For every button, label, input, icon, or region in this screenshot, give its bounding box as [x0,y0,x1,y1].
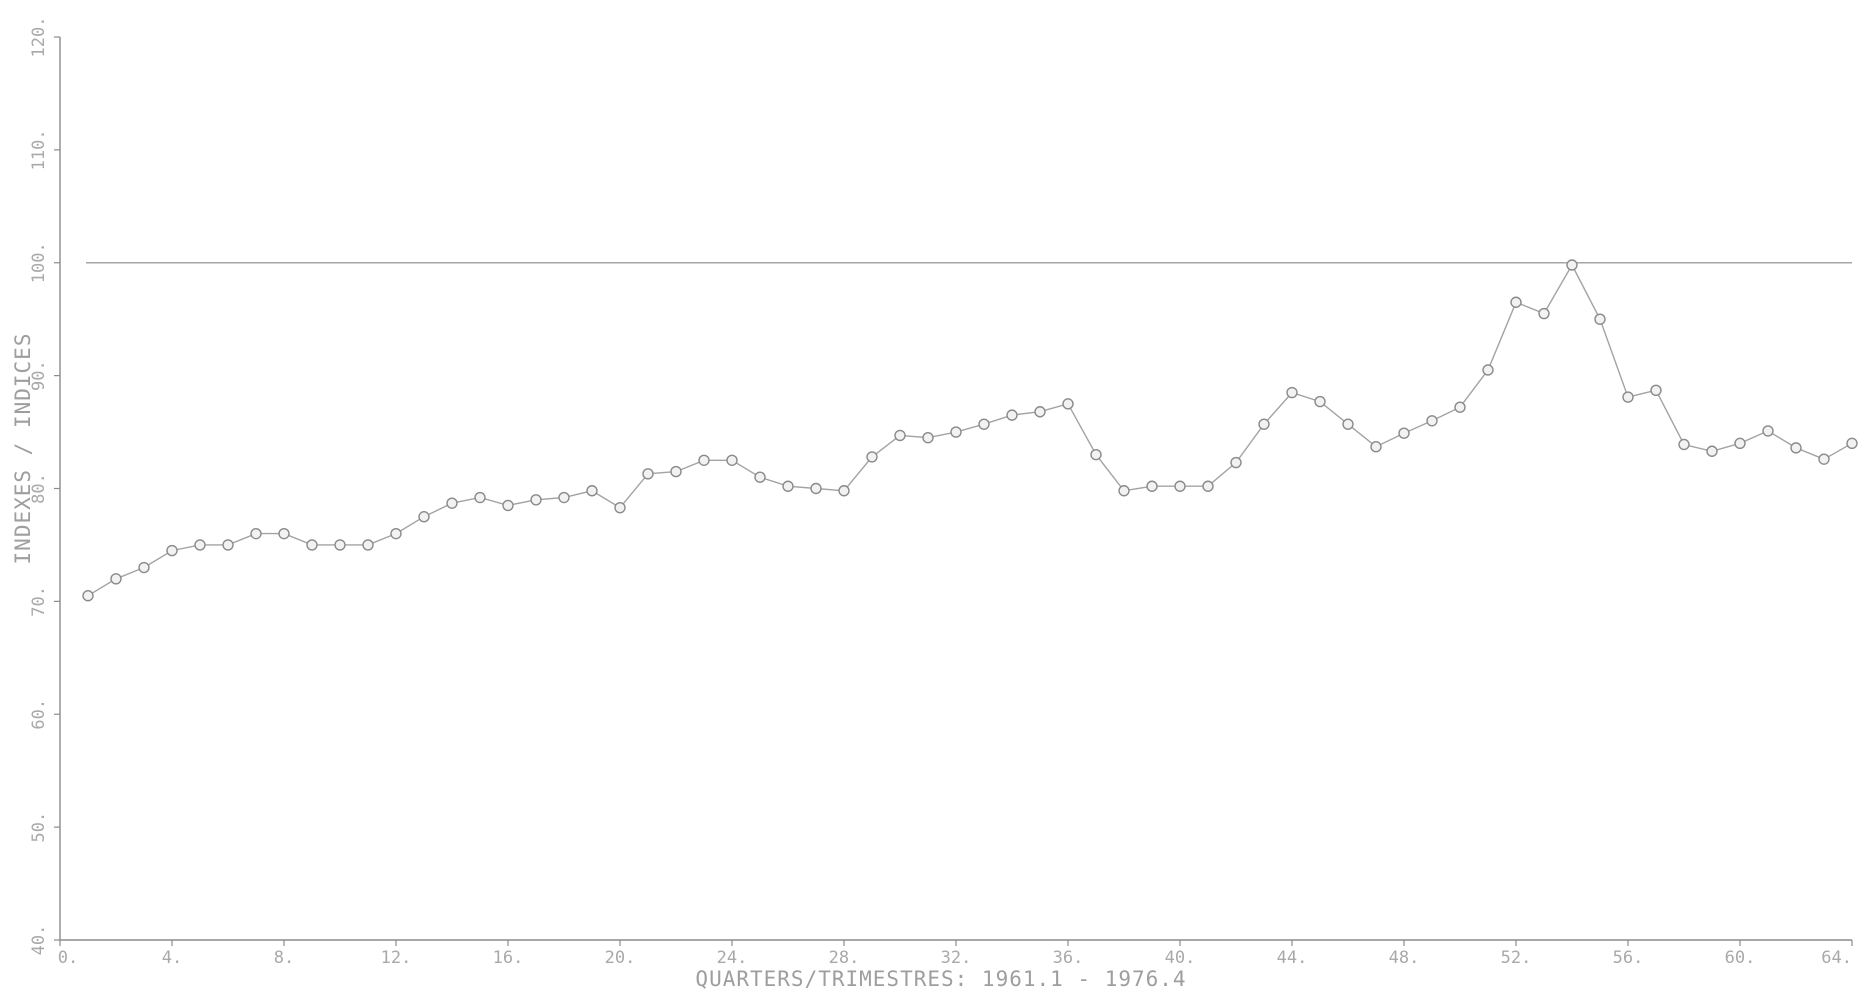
data-point [1034,406,1046,418]
data-point [502,499,514,512]
data-point [1146,480,1158,492]
data-point [1258,418,1270,430]
data-point [1454,401,1466,413]
data-point [1538,307,1550,320]
y-tick-label: 50. [29,812,49,843]
y-tick-label: 40. [29,925,49,956]
y-tick-label: 80. [29,473,49,504]
data-point [698,454,710,466]
data-point [306,539,318,551]
y-tick-label: 90. [29,360,49,391]
y-tick-label: 60. [29,699,49,730]
data-point [530,494,542,506]
x-tick-label: 44. [1277,948,1308,968]
data-point [810,482,822,495]
data-point [866,451,878,463]
data-point [110,573,122,585]
data-point [1202,480,1214,492]
data-point [166,544,178,557]
x-tick-label: 20. [605,948,636,968]
x-tick-label: 32. [941,948,972,968]
data-point [1230,456,1242,469]
x-tick-label: 8. [274,948,294,968]
data-point [838,485,850,497]
x-tick-label: 0. [58,948,78,968]
data-point [1846,437,1858,450]
data-point [782,480,794,492]
data-point [1090,448,1102,461]
data-point [922,432,934,444]
x-axis-title: QUARTERS/TRIMESTRES: 1961.1 - 1976.4 [695,967,1186,991]
data-point [614,501,626,514]
x-tick-label: 60. [1725,948,1756,968]
x-tick-label: 4. [162,948,182,968]
data-point [1398,427,1410,439]
data-point [1678,438,1690,451]
data-point [726,454,738,466]
x-tick-label: 16. [493,948,524,968]
data-point [642,468,654,480]
x-tick-label: 64. [1821,948,1852,968]
y-tick-label: 70. [29,586,49,617]
data-point [278,527,290,540]
data-point [1426,415,1438,427]
x-tick-label: 36. [1053,948,1084,968]
series-line [87,263,1853,597]
x-tick-label: 56. [1613,948,1644,968]
x-tick-label: 52. [1501,948,1532,968]
data-point [1510,296,1522,308]
data-point [1650,384,1662,396]
data-point [1370,441,1382,453]
data-point [222,539,234,551]
data-point [82,590,94,602]
data-point [1314,395,1326,408]
data-point [670,465,682,478]
data-point [1118,485,1130,497]
x-tick-label: 24. [717,948,748,968]
data-point [1062,398,1074,410]
data-point [446,497,458,509]
y-tick-label: 100. [29,242,49,283]
data-point [950,426,962,438]
y-axis-ticks: 40. 50. 60. 70. 80. 90. 100. 110. 120. [29,17,60,956]
data-point [194,539,206,551]
data-point [894,429,906,442]
data-point [1818,453,1830,465]
data-point [1706,445,1718,457]
data-point [1566,259,1578,271]
data-point [1006,409,1018,421]
data-point [1342,418,1354,430]
x-tick-label: 12. [381,948,412,968]
data-point [390,527,402,540]
data-point [978,418,990,430]
y-axis-title: INDEXES / INDICES [11,333,35,565]
data-point [1734,437,1746,450]
data-point [1622,391,1634,403]
data-point [1762,425,1774,437]
x-tick-label: 48. [1389,948,1420,968]
y-tick-label: 110. [29,129,49,170]
data-point [558,491,570,504]
data-point [334,539,346,551]
x-tick-label: 28. [829,948,860,968]
data-point [474,491,486,504]
data-point [1594,313,1606,325]
data-point [418,511,430,523]
y-tick-label: 120. [29,17,49,58]
x-axis-ticks: 0. 4. 8. 12. 16. 20. 24. 28. 32. 36. 40. 44. 48. 52. 5… [58,940,1853,968]
data-point [1286,386,1298,399]
data-point [250,527,262,540]
data-point [362,539,374,551]
data-point [586,485,598,497]
data-point [1174,480,1186,492]
data-point [1482,364,1494,376]
x-tick-label: 40. [1165,948,1196,968]
data-point [754,471,766,483]
data-point [1790,442,1802,454]
data-points [82,259,1858,602]
data-point [138,561,150,574]
